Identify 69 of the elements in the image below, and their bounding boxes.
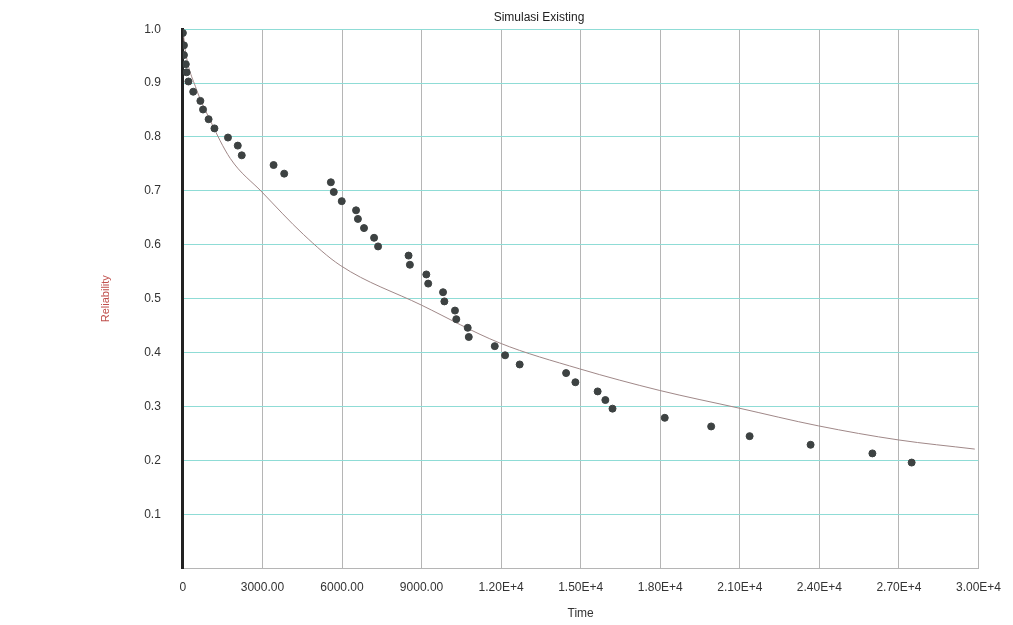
x-tick-label: 2.70E+4: [876, 579, 922, 594]
x-tick-label: 6000.00: [320, 579, 365, 594]
point: [329, 187, 338, 196]
point: [422, 270, 431, 279]
point: [233, 141, 242, 150]
point: [745, 432, 754, 441]
x-axis-title: Time: [567, 606, 595, 621]
x-tick-label: 3000.00: [240, 579, 285, 594]
point: [337, 197, 346, 206]
point: [440, 297, 449, 306]
point: [223, 133, 232, 142]
point: [189, 87, 198, 96]
point: [326, 178, 335, 187]
point: [515, 360, 524, 369]
point: [404, 251, 413, 260]
point: [210, 124, 219, 133]
point: [184, 77, 193, 86]
x-tick-label: 3.00E+4: [955, 579, 1002, 594]
x-tick-label: 2.40E+4: [796, 579, 843, 594]
point: [593, 387, 602, 396]
point: [405, 260, 414, 269]
y-axis-title: Reliability: [98, 274, 111, 323]
y-tick-label: 0.3: [144, 398, 162, 413]
point: [707, 422, 716, 431]
y-tick-label: 0.7: [144, 183, 162, 198]
x-tick-label: 1.50E+4: [558, 579, 604, 594]
y-tick-label: 1.0: [144, 21, 162, 36]
point: [907, 458, 916, 467]
y-tick-label: 0.2: [144, 452, 162, 467]
point: [463, 323, 472, 332]
y-tick-label: 0.4: [144, 344, 162, 359]
x-tick-label: 1.20E+4: [478, 579, 524, 594]
point: [280, 169, 289, 178]
point: [182, 68, 191, 77]
y-tick-label: 0.5: [144, 291, 162, 306]
point: [439, 288, 448, 297]
point: [464, 332, 473, 341]
y-tick-label: 0.9: [144, 75, 162, 90]
point: [601, 396, 610, 405]
point: [269, 161, 278, 170]
point: [490, 342, 499, 351]
point: [806, 440, 815, 449]
x-tick-label: 0: [179, 579, 187, 594]
point: [562, 369, 571, 378]
point: [660, 413, 669, 422]
x-tick-label: 1.80E+4: [637, 579, 684, 594]
chart-title: Simulasi Existing: [493, 10, 585, 25]
point: [501, 351, 510, 360]
point: [353, 214, 362, 223]
point: [452, 315, 461, 324]
point: [608, 404, 617, 413]
x-tick-label: 9000.00: [399, 579, 444, 594]
y-tick-label: 0.6: [144, 237, 162, 252]
point: [196, 96, 205, 105]
point: [450, 306, 459, 315]
point: [182, 60, 190, 69]
point: [374, 242, 383, 251]
x-tick-label: 2.10E+4: [717, 579, 763, 594]
point: [360, 224, 369, 233]
point: [199, 105, 208, 114]
y-tick-label: 0.8: [144, 129, 162, 144]
point: [204, 115, 213, 124]
point: [424, 279, 433, 288]
point: [571, 378, 580, 387]
point: [370, 233, 379, 242]
point: [868, 449, 877, 458]
y-tick-label: 0.1: [144, 506, 162, 521]
point: [237, 151, 246, 160]
point: [352, 206, 361, 215]
